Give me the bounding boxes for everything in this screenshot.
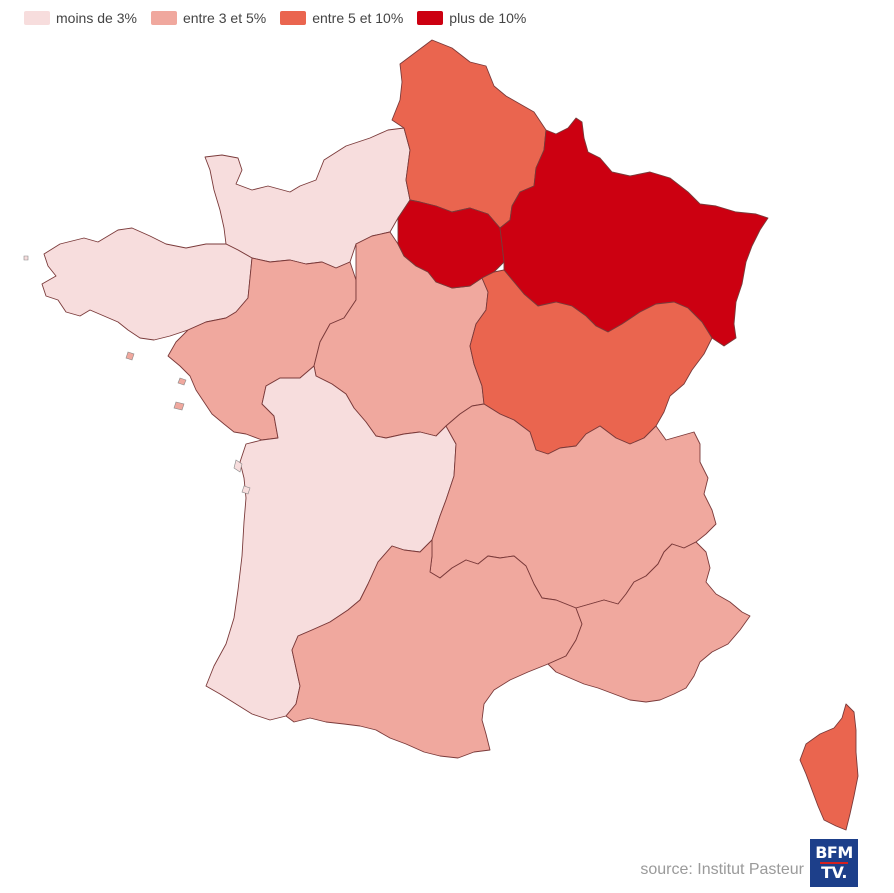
region-paca[interactable] <box>547 541 751 703</box>
source-credit: source: Institut Pasteur <box>640 861 804 878</box>
legend-swatch <box>24 11 50 25</box>
legend-label: entre 3 et 5% <box>182 10 267 26</box>
island <box>23 255 29 261</box>
logo-line1: BFM <box>815 843 853 862</box>
region-grand-est[interactable] <box>499 117 769 347</box>
legend-swatch <box>150 11 177 25</box>
legend-swatch <box>417 11 444 25</box>
region-corse[interactable] <box>799 703 859 831</box>
legend-swatch <box>280 11 307 25</box>
logo-line2: TV. <box>821 863 847 882</box>
island <box>233 459 243 473</box>
legend-label: plus de 10% <box>449 10 527 26</box>
region-ile-de-france[interactable] <box>397 199 505 289</box>
logo-divider <box>820 862 848 864</box>
island <box>241 485 251 495</box>
island <box>173 401 185 411</box>
legend-item-entre-5-et-10[interactable]: entre 5 et 10% <box>280 10 403 26</box>
legend-item-moins-de-3[interactable]: moins de 3% <box>24 10 137 26</box>
region-occitanie[interactable] <box>285 539 583 759</box>
legend: moins de 3% entre 3 et 5% entre 5 et 10%… <box>24 10 526 26</box>
island <box>177 377 187 386</box>
legend-label: moins de 3% <box>56 10 137 26</box>
legend-item-plus-de-10[interactable]: plus de 10% <box>417 10 526 26</box>
island <box>125 351 135 361</box>
legend-item-entre-3-et-5[interactable]: entre 3 et 5% <box>150 10 267 26</box>
legend-label: entre 5 et 10% <box>312 10 404 26</box>
bfmtv-logo[interactable]: BFM TV. <box>810 839 858 887</box>
